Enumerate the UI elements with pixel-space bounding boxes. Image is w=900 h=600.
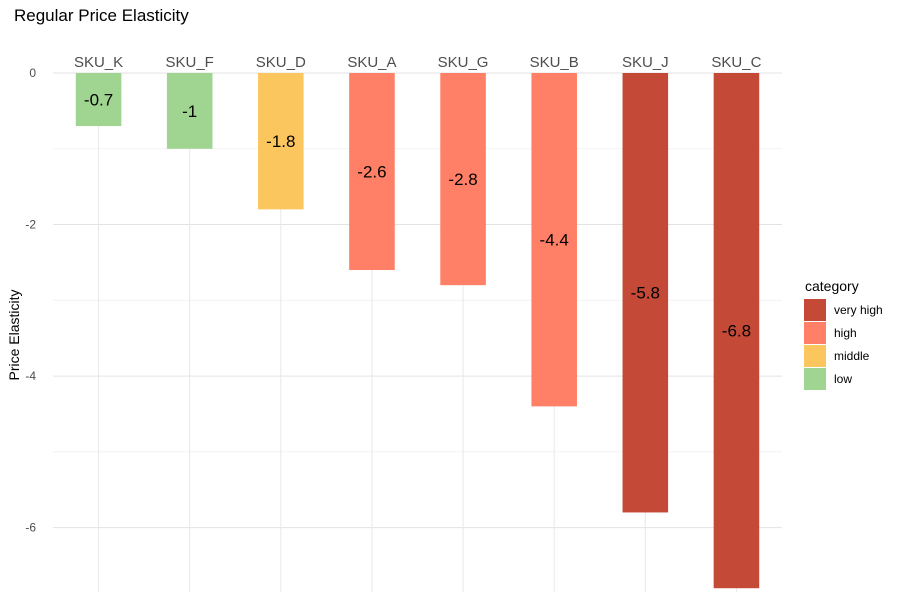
bar-value-label: -2.6 (357, 162, 386, 181)
legend: category very high high middle low (804, 278, 883, 390)
bar-labels: -0.7 -1 -1.8 -2.6 -2.8 -4.4 -5.8 -6.8 (84, 91, 751, 341)
legend-label: low (834, 372, 852, 386)
bar-value-label: -0.7 (84, 91, 113, 110)
x-tick-label: SKU_A (347, 54, 396, 71)
bar-value-label: -5.8 (631, 284, 660, 303)
bars (75, 73, 760, 589)
bar (531, 73, 577, 407)
bar (349, 73, 395, 270)
y-tick-label: -4 (25, 369, 36, 383)
bar-value-label: -6.8 (722, 322, 751, 341)
x-tick-label: SKU_C (711, 54, 761, 71)
x-tick-label: SKU_F (166, 54, 214, 71)
bar-value-label: -1.8 (266, 132, 295, 151)
x-tick-label: SKU_D (256, 54, 306, 71)
x-tick-labels: SKU_K SKU_F SKU_D SKU_A SKU_G SKU_B SKU_J SKU_C (74, 54, 762, 71)
x-tick-label: SKU_G (438, 54, 489, 71)
bar (166, 73, 213, 149)
legend-swatch (804, 299, 826, 321)
bar (622, 73, 669, 513)
chart-title: Regular Price Elasticity (14, 6, 189, 25)
x-tick-label: SKU_J (622, 54, 669, 71)
x-tick-label: SKU_K (74, 54, 123, 71)
bar (75, 73, 122, 127)
legend-label: high (834, 326, 857, 340)
grid (53, 72, 782, 592)
bar-value-label: -4.4 (540, 231, 569, 250)
y-tick-labels: 0 -2 -4 -6 (25, 66, 36, 535)
legend-swatch (804, 322, 826, 344)
bar (713, 73, 760, 589)
bar-value-label: -2.8 (448, 170, 477, 189)
y-tick-label: -2 (25, 218, 36, 232)
y-tick-label: -6 (25, 521, 36, 535)
y-axis-title: Price Elasticity (6, 289, 22, 380)
legend-label: very high (834, 303, 883, 317)
legend-swatch (804, 345, 826, 367)
bar-value-label: -1 (182, 102, 197, 121)
bar (258, 73, 304, 210)
x-tick-label: SKU_B (530, 54, 579, 71)
legend-label: middle (834, 349, 870, 363)
legend-swatch (804, 368, 826, 390)
y-tick-label: 0 (29, 66, 36, 80)
bar (440, 73, 486, 286)
legend-title: category (805, 278, 859, 294)
